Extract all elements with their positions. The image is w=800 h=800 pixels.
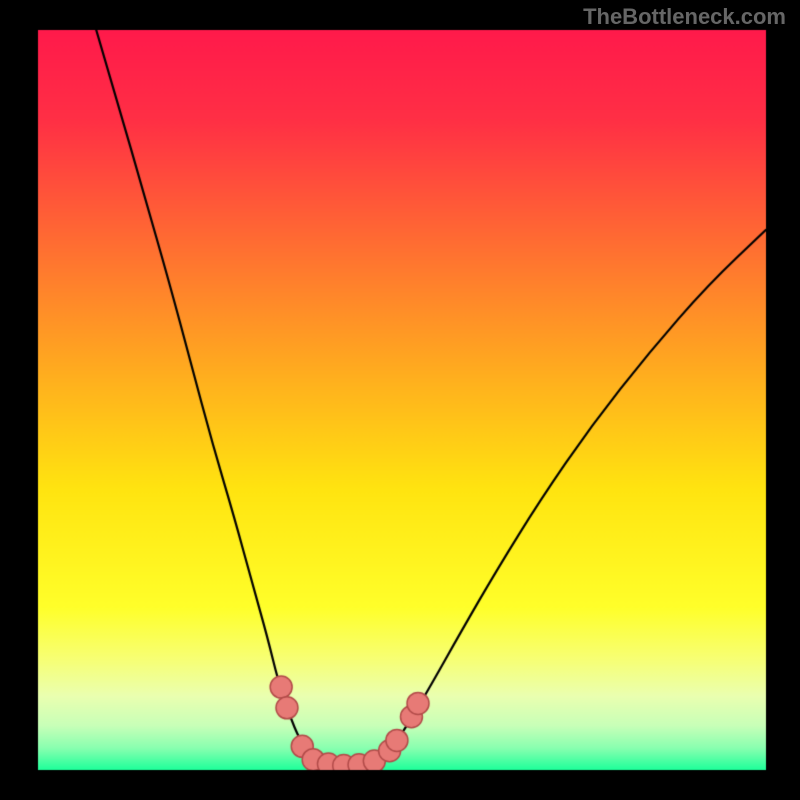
bottleneck-chart-canvas: [0, 0, 800, 800]
watermark-label: TheBottleneck.com: [583, 4, 786, 30]
chart-root: TheBottleneck.com: [0, 0, 800, 800]
